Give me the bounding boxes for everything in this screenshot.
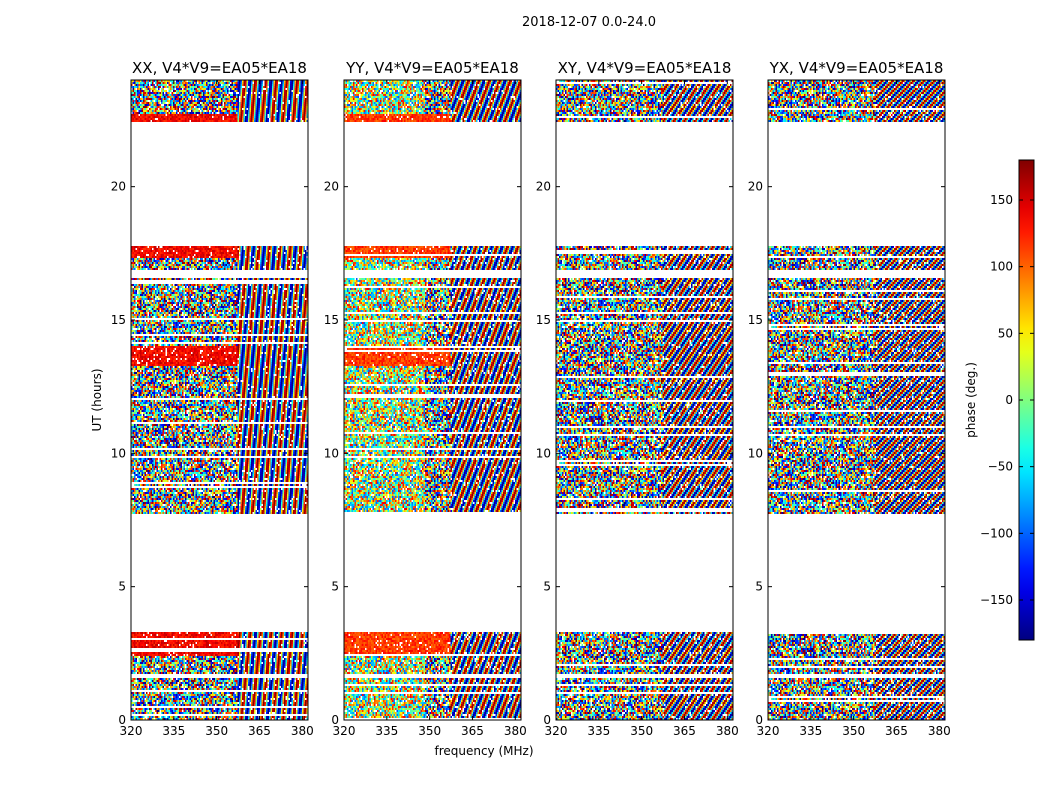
x-tick-label: 335 — [162, 724, 185, 738]
y-tick-label: 15 — [748, 313, 763, 327]
y-axis-label: UT (hours) — [90, 368, 104, 431]
x-tick-label: 335 — [587, 724, 610, 738]
y-tick-label: 10 — [748, 446, 763, 460]
colorbar-tick-label: 50 — [998, 326, 1013, 340]
flagged-gap — [768, 517, 945, 632]
y-tick-label: 5 — [755, 580, 763, 594]
flagged-gap — [768, 122, 945, 246]
x-tick-label: 335 — [799, 724, 822, 738]
y-tick-label: 15 — [111, 313, 126, 327]
flagged-gap — [131, 517, 308, 632]
panel-xx: XX, V4*V9=EA05*EA18 320 335 350 365 380 0 5 10 15… — [111, 59, 314, 738]
x-tick-label: 350 — [842, 724, 865, 738]
x-tick-label: 365 — [248, 724, 271, 738]
y-tick-label: 5 — [543, 580, 551, 594]
x-tick-label: 380 — [928, 724, 951, 738]
x-tick-label: 350 — [205, 724, 228, 738]
x-tick-label: 365 — [885, 724, 908, 738]
x-tick-label: 350 — [418, 724, 441, 738]
y-tick-label: 20 — [536, 180, 551, 194]
y-tick-label: 5 — [118, 580, 126, 594]
flagged-gap — [556, 517, 733, 632]
colorbar: 150 100 50 0 −50 −100 −150 phase (deg.) — [964, 159, 1035, 641]
x-tick-label: 365 — [461, 724, 484, 738]
panel-yy: YY, V4*V9=EA05*EA18 320 335 350 365 380 0 5 10 15… — [324, 59, 527, 738]
colorbar-tick-label: 100 — [990, 260, 1013, 274]
colorbar-tick-label: 0 — [1005, 393, 1013, 407]
panels-group: XX, V4*V9=EA05*EA18 320 335 350 365 380 0 5 10 15… — [111, 59, 951, 738]
x-tick-label: 320 — [545, 724, 568, 738]
colorbar-tick-label: 150 — [990, 193, 1013, 207]
y-tick-label: 10 — [324, 446, 339, 460]
x-axis-label: frequency (MHz) — [434, 744, 533, 758]
panel-title: XY, V4*V9=EA05*EA18 — [558, 59, 732, 77]
figure-suptitle: 2018-12-07 0.0-24.0 — [522, 15, 656, 30]
panel-frame — [130, 79, 309, 721]
panel-title: YY, V4*V9=EA05*EA18 — [345, 59, 519, 77]
y-tick-label: 5 — [331, 580, 339, 594]
y-tick-label: 20 — [111, 180, 126, 194]
y-tick-label: 0 — [331, 713, 339, 727]
panel-frame — [343, 79, 522, 721]
panel-frame — [555, 79, 734, 721]
colorbar-tick-label: −50 — [988, 460, 1013, 474]
x-tick-label: 380 — [716, 724, 739, 738]
colorbar-label: phase (deg.) — [964, 362, 978, 438]
panel-title: YX, V4*V9=EA05*EA18 — [769, 59, 944, 77]
flagged-gap — [344, 517, 521, 632]
x-tick-label: 380 — [504, 724, 527, 738]
y-tick-label: 15 — [324, 313, 339, 327]
y-tick-label: 0 — [755, 713, 763, 727]
y-tick-label: 10 — [111, 446, 126, 460]
panel-frame — [767, 79, 946, 721]
y-tick-label: 0 — [543, 713, 551, 727]
flagged-gap — [131, 122, 308, 246]
y-tick-label: 15 — [536, 313, 551, 327]
x-tick-label: 320 — [757, 724, 780, 738]
y-tick-label: 0 — [118, 713, 126, 727]
x-tick-label: 365 — [673, 724, 696, 738]
colorbar-tick-label: −150 — [980, 593, 1013, 607]
x-tick-label: 380 — [291, 724, 314, 738]
flagged-gap — [344, 122, 521, 246]
y-tick-label: 20 — [324, 180, 339, 194]
panel-title: XX, V4*V9=EA05*EA18 — [132, 59, 307, 77]
x-tick-label: 320 — [333, 724, 356, 738]
x-tick-label: 350 — [630, 724, 653, 738]
y-tick-label: 10 — [536, 446, 551, 460]
flagged-gap — [556, 122, 733, 246]
panel-yx: YX, V4*V9=EA05*EA18 320 335 350 365 380 0 5 10 15… — [748, 59, 951, 738]
x-tick-label: 320 — [120, 724, 143, 738]
colorbar-tick-label: −100 — [980, 526, 1013, 540]
y-tick-label: 20 — [748, 180, 763, 194]
panel-xy: XY, V4*V9=EA05*EA18 320 335 350 365 380 0 5 10 15… — [536, 59, 739, 738]
x-tick-label: 335 — [375, 724, 398, 738]
